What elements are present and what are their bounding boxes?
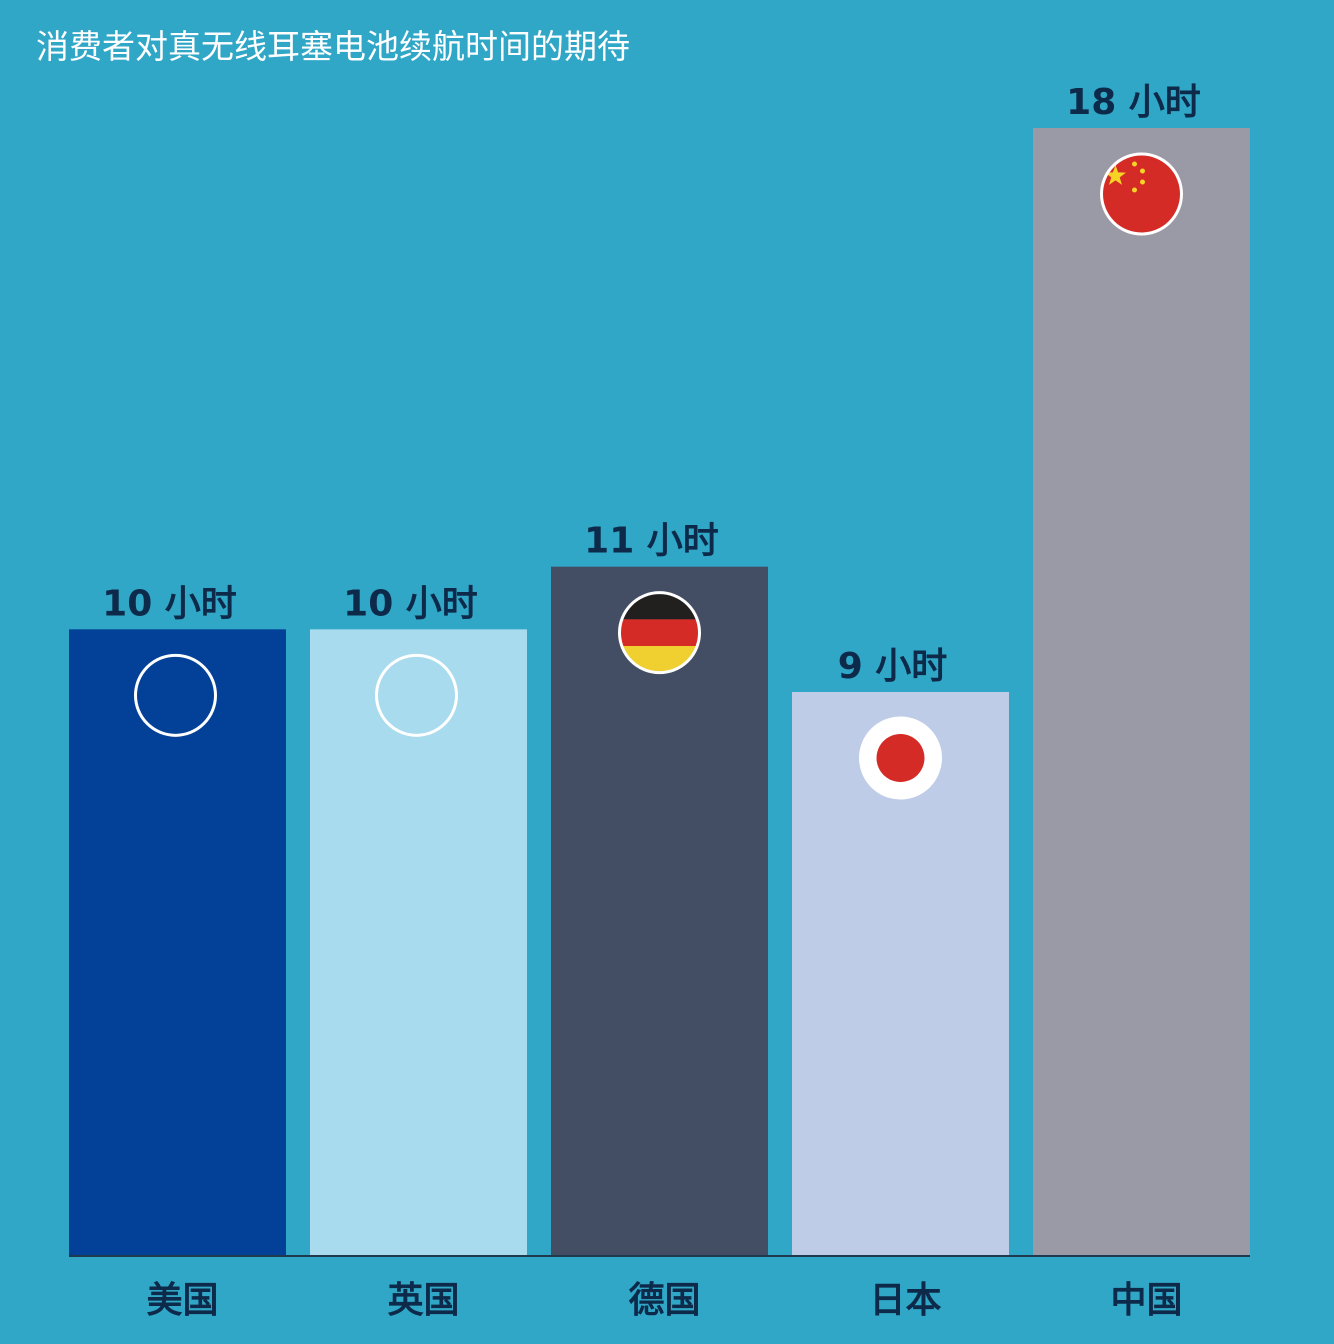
data-label: 10 小时 [102, 583, 237, 624]
bar [1033, 128, 1250, 1256]
data-label: 9 小时 [838, 646, 948, 687]
category-label: 英国 [387, 1280, 459, 1321]
japan-flag-icon [859, 716, 942, 800]
bar [310, 629, 527, 1256]
data-label: 10 小时 [343, 583, 478, 624]
china-flag-icon [1100, 152, 1183, 236]
bar [69, 629, 286, 1256]
category-label: 日本 [869, 1280, 941, 1321]
bar [551, 566, 768, 1256]
category-label: 美国 [146, 1280, 218, 1321]
category-label: 中国 [1110, 1280, 1182, 1321]
uk-flag-icon [375, 653, 458, 737]
data-label: 18 小时 [1066, 82, 1201, 123]
chart-title: 消费者对真无线耳塞电池续航时间的期待 [36, 27, 630, 66]
data-label: 11 小时 [584, 521, 719, 562]
us-flag-icon [134, 653, 217, 737]
category-label: 德国 [628, 1280, 700, 1321]
germany-flag-icon [618, 591, 701, 675]
